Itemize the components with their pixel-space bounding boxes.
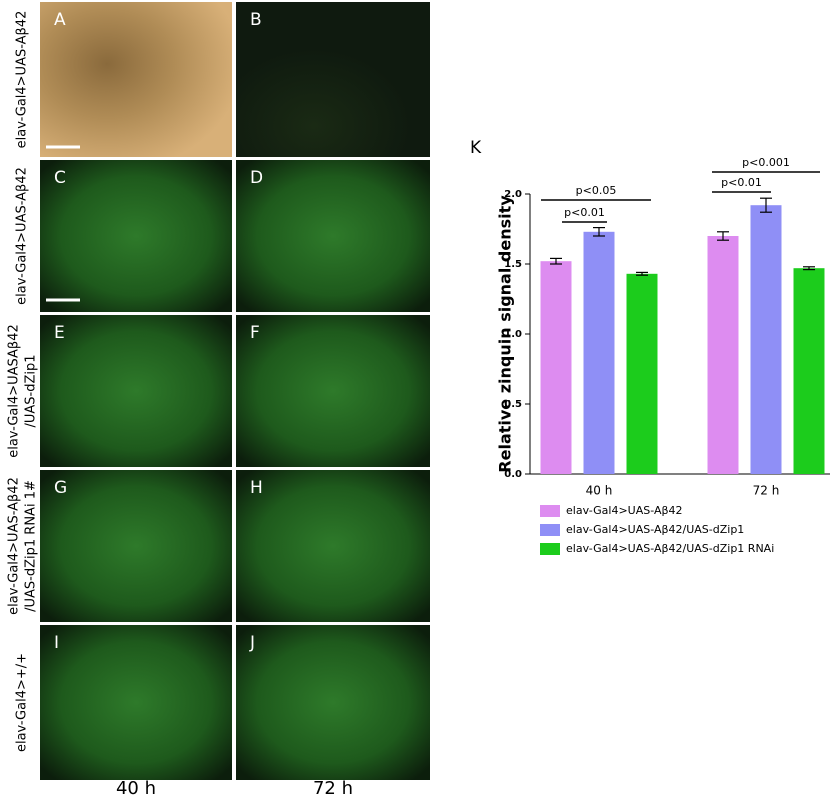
legend-label: elav-Gal4>UAS-Aβ42 — [566, 504, 683, 517]
bar — [626, 273, 658, 474]
row-label: elav-Gal4>UAS-Aβ42 — [15, 167, 30, 305]
row-label: elav-Gal4>UAS-Aβ42 — [15, 11, 30, 149]
panel-letter: I — [54, 633, 59, 653]
bar — [583, 231, 615, 474]
x-tick-label: 40 h — [586, 484, 613, 498]
panel-letter: F — [250, 323, 260, 343]
y-tick-label: 1.0 — [504, 329, 522, 340]
micrograph — [40, 315, 232, 467]
y-tick-label: 2.0 — [504, 189, 522, 200]
micrograph — [236, 470, 430, 622]
x-tick-label: 72 h — [753, 484, 780, 498]
panel-letter: E — [54, 323, 65, 343]
panel-letter: A — [54, 10, 66, 30]
y-tick-label: 0.0 — [504, 469, 522, 480]
significance-label: p<0.01 — [564, 206, 605, 219]
row-label: elav-Gal4>UASAβ42 — [7, 324, 22, 458]
legend-swatch — [540, 543, 560, 555]
significance-label: p<0.05 — [576, 184, 617, 197]
legend-label: elav-Gal4>UAS-Aβ42/UAS-dZip1 RNAi — [566, 542, 774, 555]
y-tick-label: 0.5 — [504, 399, 522, 410]
micrograph — [236, 315, 430, 467]
panel-letter: J — [249, 633, 255, 653]
y-tick-label: 1.5 — [504, 259, 522, 270]
micrograph — [236, 2, 430, 157]
panel-letter: C — [54, 168, 66, 188]
panel-letter: G — [54, 478, 67, 498]
micrograph — [236, 160, 430, 312]
column-label: 72 h — [313, 778, 353, 799]
row-label: /UAS-dZip1 RNAi 1# — [24, 480, 39, 612]
significance-label: p<0.01 — [721, 176, 762, 189]
micrograph — [40, 470, 232, 622]
y-axis-label: Relative zinquin signal density — [496, 195, 515, 473]
micrograph — [40, 2, 232, 157]
micrograph — [236, 625, 430, 780]
micrograph — [40, 625, 232, 780]
row-label: /UAS-dZip1 — [24, 354, 39, 427]
panel-label: K — [470, 138, 482, 158]
panel-letter: B — [250, 10, 262, 30]
panel-letter: D — [250, 168, 263, 188]
bar — [540, 261, 572, 474]
legend-swatch — [540, 505, 560, 517]
micrograph — [40, 160, 232, 312]
bar — [707, 236, 739, 474]
row-label: elav-Gal4>UAS-Aβ42 — [7, 477, 22, 615]
legend-swatch — [540, 524, 560, 536]
bar — [793, 268, 825, 474]
column-label: 40 h — [116, 778, 156, 799]
panel-letter: H — [250, 478, 263, 498]
row-label: elav-Gal4>+/+ — [15, 653, 30, 752]
significance-label: p<0.001 — [742, 156, 790, 169]
bar — [750, 205, 782, 474]
legend-label: elav-Gal4>UAS-Aβ42/UAS-dZip1 — [566, 523, 744, 536]
